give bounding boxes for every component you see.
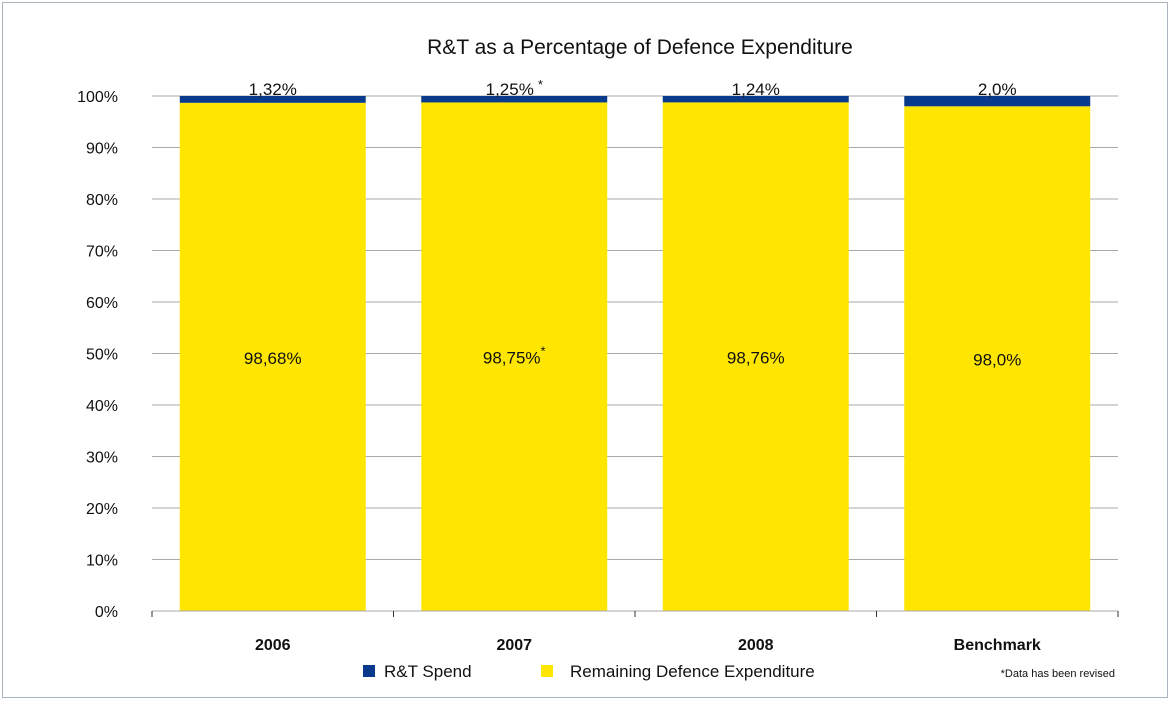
legend-label: R&T Spend bbox=[384, 662, 472, 681]
bar-remaining-expenditure bbox=[179, 102, 366, 611]
chart-title: R&T as a Percentage of Defence Expenditu… bbox=[427, 36, 853, 59]
legend-label: Remaining Defence Expenditure bbox=[570, 662, 815, 681]
legend-swatch bbox=[363, 665, 375, 677]
y-tick-label: 10% bbox=[86, 553, 118, 570]
footnote: *Data has been revised bbox=[1001, 668, 1115, 680]
data-label-remaining: 98,0% bbox=[973, 351, 1021, 370]
x-axis: 2006 2007 2008 Benchmark bbox=[151, 610, 1119, 654]
data-label-remaining: 98,76% bbox=[727, 349, 785, 368]
y-tick-label: 40% bbox=[86, 398, 118, 415]
data-label-rt-spend: 2,0% bbox=[978, 80, 1017, 99]
legend-swatch bbox=[541, 665, 553, 677]
data-labels: 98,68%1,32%98,75%*1,25% *98,76%1,24%98,0%… bbox=[244, 77, 1021, 370]
data-label-rt-spend: 1,32% bbox=[249, 80, 297, 99]
y-tick-label: 50% bbox=[86, 347, 118, 364]
data-label-remaining: 98,68% bbox=[244, 349, 302, 368]
bar-remaining-expenditure bbox=[904, 106, 1091, 612]
x-tick-label: 2006 bbox=[255, 637, 291, 654]
y-tick-label: 30% bbox=[86, 450, 118, 467]
y-tick-label: 90% bbox=[86, 141, 118, 158]
bar-remaining-expenditure bbox=[662, 102, 849, 612]
bar-rt-spend bbox=[179, 96, 366, 103]
y-tick-label: 0% bbox=[95, 604, 118, 621]
data-label-rt-spend: 1,25% * bbox=[486, 77, 543, 99]
y-tick-label: 100% bbox=[77, 89, 118, 106]
bar-rt-spend bbox=[421, 96, 608, 103]
bars bbox=[179, 96, 1091, 612]
y-tick-label: 60% bbox=[86, 295, 118, 312]
bar-remaining-expenditure bbox=[421, 102, 608, 611]
bar-rt-spend bbox=[904, 96, 1091, 107]
legend: R&T Spend Remaining Defence Expenditure bbox=[363, 662, 815, 681]
data-label-rt-spend: 1,24% bbox=[732, 80, 780, 99]
y-tick-label: 80% bbox=[86, 192, 118, 209]
y-tick-label: 70% bbox=[86, 244, 118, 261]
bar-rt-spend bbox=[662, 96, 849, 103]
x-tick-label: 2008 bbox=[738, 637, 774, 654]
y-tick-label: 20% bbox=[86, 501, 118, 518]
x-tick-label: Benchmark bbox=[954, 637, 1041, 654]
y-axis-tick-labels: 0% 10% 20% 30% 40% 50% 60% 70% 80% 90% 100% bbox=[77, 89, 118, 621]
x-tick-label: 2007 bbox=[496, 637, 532, 654]
